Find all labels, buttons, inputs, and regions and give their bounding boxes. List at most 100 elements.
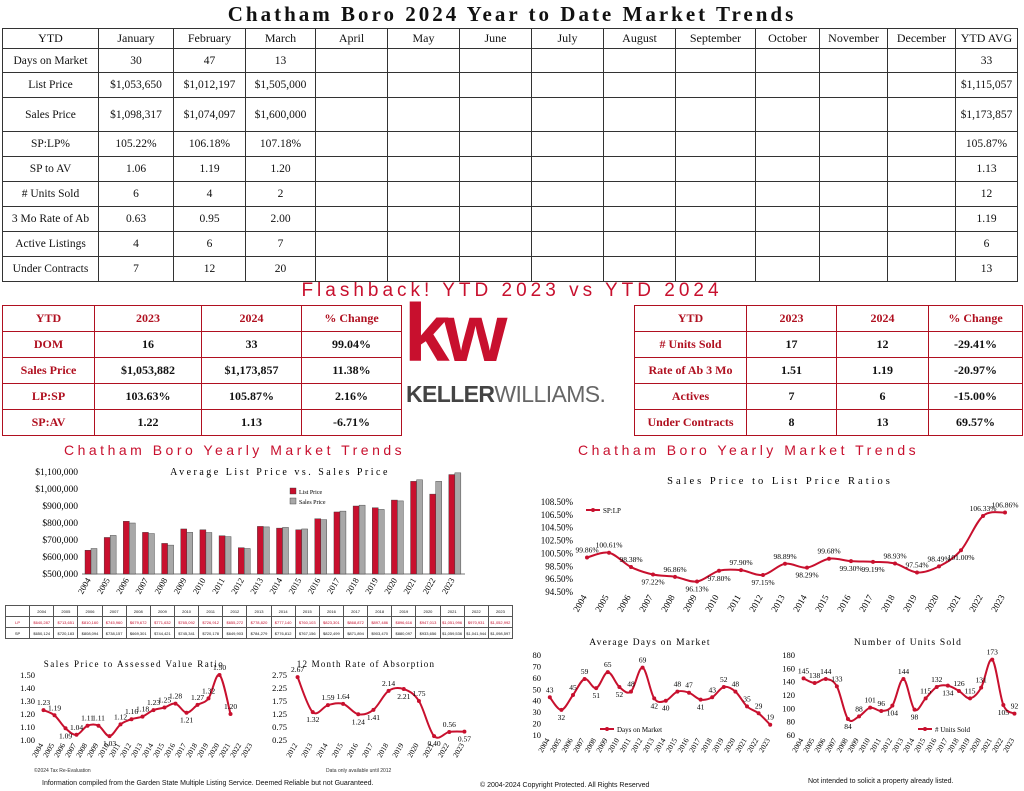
col-header: % Change [928, 305, 1023, 332]
data-label: 1.20 [224, 702, 237, 711]
data-point [990, 657, 995, 662]
chart-title: Number of Units Sold [854, 637, 962, 648]
row-label: Sales Price [2, 357, 95, 384]
data-point [663, 698, 668, 703]
table-cell [755, 97, 820, 132]
data-point [401, 687, 406, 692]
table-row: SP:LP% 105.22% 106.18% 107.18% 105.87% [2, 131, 1018, 157]
data-point [739, 568, 743, 573]
data-point [173, 701, 178, 706]
x-tick-label: 2017 [360, 741, 375, 759]
table-cell: 1.51 [746, 357, 837, 384]
data-point [184, 710, 189, 715]
x-tick-label: 2023 [989, 593, 1007, 614]
data-point [834, 684, 839, 689]
data-label: 97.15% [751, 578, 774, 587]
page-title: Chatham Boro 2024 Year to Date Market Tr… [227, 2, 797, 26]
data-point [228, 712, 233, 716]
table-cell: 7 [98, 256, 174, 282]
table-cell [603, 256, 676, 282]
x-tick-label: 2007 [133, 576, 150, 596]
table-cell: 4 [98, 231, 174, 257]
legend-label: # Units Sold [935, 726, 971, 734]
row-label: Active Listings [2, 231, 99, 257]
table-cell [531, 72, 604, 98]
data-label: 43 [546, 685, 554, 694]
table-cell: $871,894 [342, 627, 369, 639]
y-tick-label: 96.50% [545, 574, 573, 584]
x-tick-label: 2006 [114, 576, 131, 596]
table-cell [603, 48, 676, 73]
x-tick-label: 2008 [152, 576, 169, 596]
y-tick-label: 1.25 [272, 709, 287, 719]
table-cell: $933,656 [415, 627, 441, 639]
table-cell: $897,486 [367, 616, 393, 628]
y-tick-label: 30 [533, 707, 542, 717]
data-point [912, 707, 917, 712]
x-tick-label: 2014 [314, 741, 329, 759]
data-label: 1.25 [158, 696, 171, 705]
table-cell [315, 206, 388, 232]
table-cell: $1,059,536 [439, 627, 465, 639]
section-right-title: Chatham Boro Yearly Market Trends [578, 442, 920, 458]
data-label: 101 [865, 696, 877, 705]
data-label: 98.93% [883, 552, 906, 561]
data-label: 32 [558, 713, 566, 722]
data-point [1012, 711, 1017, 716]
col-header: YTD [2, 305, 95, 332]
bar-list [103, 537, 111, 575]
data-label: 1.11 [81, 714, 94, 723]
data-label: 1.41 [367, 713, 380, 722]
table-cell: 16 [94, 331, 202, 358]
x-tick-label: 2013 [769, 593, 787, 614]
col-header: % Change [301, 305, 402, 332]
row-label: List Price [2, 72, 99, 98]
table-row: LP:SP 103.63% 105.87% 2.16% [2, 383, 402, 410]
table-cell: $1,098,317 [98, 97, 174, 132]
units-chart: Number of Units Sold 60 80 100 120 140 160 180 2… [782, 637, 1018, 754]
table-cell: 2021 [439, 605, 465, 617]
x-tick-label: 2005 [593, 593, 611, 614]
table-cell [603, 156, 676, 182]
table-cell [387, 48, 460, 73]
sp-lp-chart: Sales Price to List Price Ratios 94.50% 96… [541, 476, 1019, 614]
x-tick-label: 2017 [325, 576, 342, 596]
row-label: SP:LP% [2, 131, 99, 157]
table-cell [887, 97, 956, 132]
col-header: January [98, 28, 174, 49]
data-label: 1.03 [103, 739, 116, 748]
table-cell: 2009 [149, 605, 175, 617]
data-label: 97.90% [729, 558, 752, 567]
table-cell: $822,499 [318, 627, 344, 639]
data-point [849, 559, 853, 564]
data-point [162, 705, 167, 710]
data-label: 41 [697, 703, 705, 712]
col-header: October [755, 28, 820, 49]
table-cell: 8 [746, 409, 837, 436]
bar-list [276, 527, 283, 575]
data-label: 1.28 [169, 692, 182, 701]
x-tick-label: 2011 [210, 576, 227, 595]
chart-title: Average List Price vs. Sales Price [170, 467, 390, 478]
data-label: 1.59 [321, 693, 334, 702]
data-label: 1.50 [213, 663, 226, 672]
bar-sales [224, 536, 232, 575]
ytd-avg-cell: 1.13 [955, 156, 1018, 182]
row-label: Under Contracts [2, 256, 99, 282]
x-tick-label: 2023 [239, 741, 254, 759]
table-cell: 2017 [342, 605, 369, 617]
data-point [879, 709, 884, 713]
table-cell: $655,272 [222, 616, 248, 628]
data-point [673, 574, 677, 579]
table-cell [387, 131, 460, 157]
table-cell: 12 [836, 331, 929, 358]
table-cell [603, 131, 676, 157]
table-cell [819, 97, 888, 132]
table-row: Rate of Ab 3 Mo 1.51 1.19 -20.97% [634, 357, 1023, 384]
data-point [745, 704, 749, 709]
table-cell: 6 [173, 231, 246, 257]
table-cell: 12 [173, 256, 246, 282]
ytd-avg-cell: $1,115,057 [955, 72, 1018, 98]
y-tick-label: 10 [533, 730, 542, 740]
table-cell: $810,160 [77, 616, 103, 628]
